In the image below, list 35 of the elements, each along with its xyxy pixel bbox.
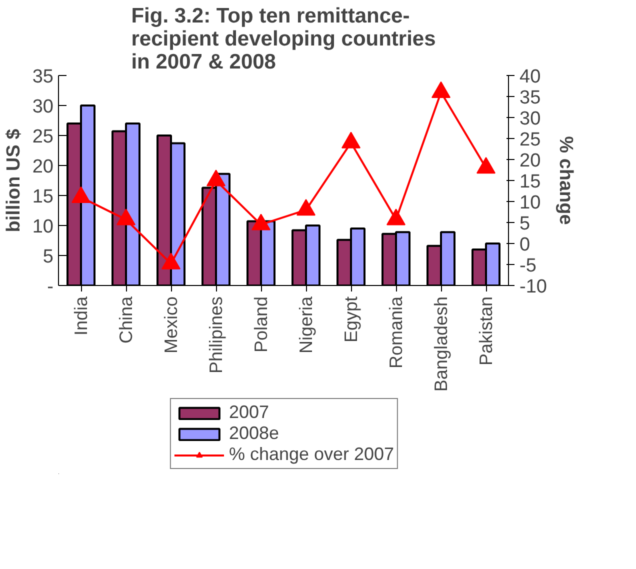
y-axis-title: billion US $: [3, 128, 24, 232]
y2-tick-label: 10: [520, 192, 541, 214]
x-tick-label: China: [116, 296, 136, 344]
x-tick-label: India: [71, 296, 91, 336]
y2-tick-label: 25: [520, 130, 541, 150]
y2-tick-label: 35: [520, 88, 541, 108]
legend-label: 2008e: [228, 423, 279, 444]
y-tick-label: 10: [32, 216, 54, 238]
y2-tick-label: -5: [520, 256, 536, 276]
y-tick-label: 35: [32, 66, 54, 88]
x-tick-label: Poland: [251, 296, 271, 353]
y-tick-label: 15: [32, 186, 54, 208]
x-tick-label: Bangladesh: [431, 296, 451, 392]
x-tick-label: Mexico: [161, 296, 181, 354]
y2-tick-label: 5: [520, 214, 530, 234]
legend-label: % change over 2007: [228, 444, 394, 465]
y-tick-label: 25: [32, 126, 54, 148]
y-tick-label: -: [47, 276, 54, 298]
y2-tick-label: 40: [520, 66, 541, 88]
chart-title: Fig. 3.2: Top ten remittance- recipient developing countries in 2007 & 2008: [131, 4, 436, 74]
y-tick-label: 30: [32, 96, 54, 118]
y2-tick-label: 20: [520, 150, 541, 172]
x-tick-label: Philipines: [206, 296, 226, 374]
x-tick-label: Nigeria: [296, 296, 316, 354]
y-tick-label: 5: [42, 246, 54, 268]
x-tick-label: Pakistan: [476, 296, 496, 366]
x-tick-label: Romania: [386, 296, 406, 369]
y2-tick-label: -10: [520, 276, 547, 298]
y2-tick-label: 0: [520, 234, 530, 256]
y2-tick-label: 30: [520, 108, 541, 130]
y-tick-label: 20: [32, 156, 54, 178]
x-tick-label: Egypt: [341, 296, 361, 343]
y2-axis-title: % change: [554, 136, 576, 225]
legend-label: 2007: [228, 402, 269, 423]
y2-tick-label: 15: [520, 172, 541, 192]
